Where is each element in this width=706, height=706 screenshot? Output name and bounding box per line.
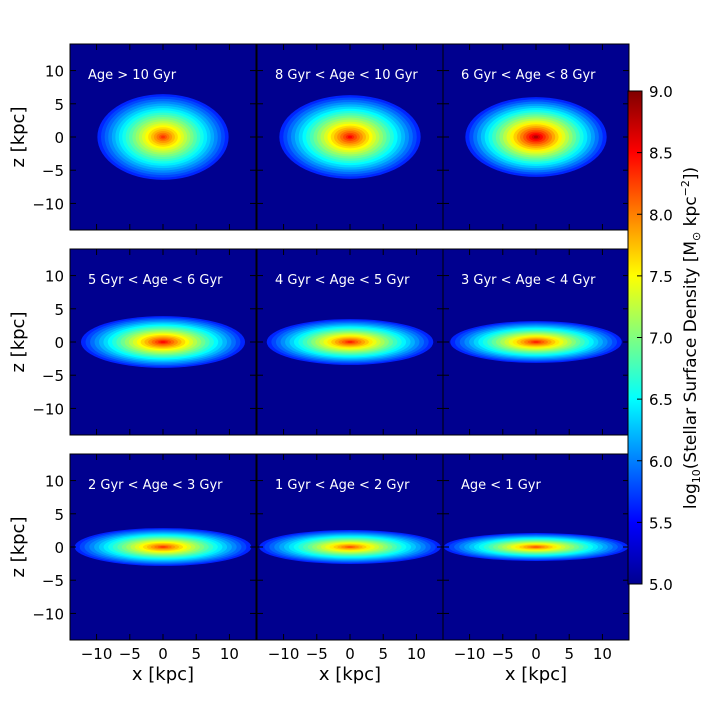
y-tick-label: −10 bbox=[32, 400, 64, 418]
density-map bbox=[259, 530, 441, 564]
colorbar-tick-label: 5.5 bbox=[649, 514, 673, 532]
x-tick-label: −5 bbox=[306, 645, 328, 663]
density-contour bbox=[533, 546, 539, 548]
x-tick-label: 5 bbox=[564, 645, 574, 663]
colorbar: 5.0 5.5 6.0 6.5 7.0 7.5 8.0 8.5 9.0 log10(Stella… bbox=[627, 83, 703, 594]
panel: Age < 1 Gyr bbox=[442, 453, 630, 641]
density-contour bbox=[160, 546, 166, 548]
x-tick-label: −10 bbox=[81, 645, 113, 663]
density-contour bbox=[160, 341, 166, 343]
density-contour bbox=[533, 135, 539, 139]
density-contour bbox=[347, 341, 353, 343]
density-contour bbox=[161, 135, 165, 139]
y-tick-label: −5 bbox=[42, 367, 64, 385]
x-axis-label: x [kpc] bbox=[505, 664, 567, 685]
y-tick-label: 0 bbox=[54, 334, 64, 352]
x-tick-label: −5 bbox=[119, 645, 141, 663]
density-map bbox=[80, 316, 246, 368]
density-map bbox=[97, 94, 229, 180]
x-tick-label: −5 bbox=[492, 645, 514, 663]
axes-labels: −10 −5 0 5 10 z [kpc] −10 −5 0 5 10 z [kpc] −10 −5 0 5 1… bbox=[8, 63, 612, 685]
x-tick-label: 10 bbox=[593, 645, 612, 663]
y-tick-label: −5 bbox=[42, 572, 64, 590]
panel-label: 4 Gyr < Age < 5 Gyr bbox=[275, 273, 410, 288]
density-map bbox=[74, 528, 252, 566]
colorbar-tick-label: 8.5 bbox=[649, 145, 673, 163]
x-tick-label: 0 bbox=[531, 645, 541, 663]
y-tick-label: 5 bbox=[54, 301, 64, 319]
y-tick-label: 10 bbox=[45, 268, 64, 286]
panel-label: 6 Gyr < Age < 8 Gyr bbox=[461, 68, 596, 83]
panel-label: 1 Gyr < Age < 2 Gyr bbox=[275, 478, 410, 493]
colorbar-tick-label: 8.0 bbox=[649, 206, 673, 224]
density-map bbox=[450, 321, 622, 363]
y-axis-label: z [kpc] bbox=[8, 107, 29, 168]
colorbar-tick-label: 7.5 bbox=[649, 268, 673, 286]
colorbar-ticks: 5.0 5.5 6.0 6.5 7.0 7.5 8.0 8.5 9.0 bbox=[637, 83, 673, 594]
density-contour bbox=[347, 546, 353, 548]
density-map bbox=[266, 319, 434, 365]
x-tick-label: −10 bbox=[268, 645, 300, 663]
panel: Age > 10 Gyr bbox=[69, 43, 257, 231]
y-tick-label: 0 bbox=[54, 539, 64, 557]
colorbar-label: log10(Stellar Surface Density [M⊙ kpc−2]… bbox=[679, 167, 703, 509]
x-axis-label: x [kpc] bbox=[132, 664, 194, 685]
panel-label: 8 Gyr < Age < 10 Gyr bbox=[275, 68, 418, 83]
colorbar-tick-label: 6.5 bbox=[649, 391, 673, 409]
x-tick-label: 0 bbox=[158, 645, 168, 663]
density-map bbox=[279, 95, 421, 179]
x-tick-label: 10 bbox=[220, 645, 239, 663]
y-axis-label: z [kpc] bbox=[8, 312, 29, 373]
y-tick-label: 0 bbox=[54, 129, 64, 147]
x-tick-label: 5 bbox=[378, 645, 388, 663]
x-axis-label: x [kpc] bbox=[319, 664, 381, 685]
x-tick-label: 0 bbox=[345, 645, 355, 663]
panel-label: 5 Gyr < Age < 6 Gyr bbox=[88, 273, 223, 288]
y-tick-label: 10 bbox=[45, 63, 64, 81]
y-tick-label: 10 bbox=[45, 473, 64, 491]
y-axis-label: z [kpc] bbox=[8, 517, 29, 578]
x-tick-label: −10 bbox=[454, 645, 486, 663]
density-contour bbox=[347, 135, 353, 139]
panel: 6 Gyr < Age < 8 Gyr bbox=[442, 43, 630, 231]
y-tick-label: −5 bbox=[42, 162, 64, 180]
panel: 4 Gyr < Age < 5 Gyr bbox=[256, 248, 444, 436]
panel: 1 Gyr < Age < 2 Gyr bbox=[256, 453, 444, 641]
colorbar-tick-label: 6.0 bbox=[649, 453, 673, 471]
panel-label: Age > 10 Gyr bbox=[88, 68, 177, 83]
panel: 5 Gyr < Age < 6 Gyr bbox=[69, 248, 257, 436]
colorbar-tick-label: 9.0 bbox=[649, 83, 673, 101]
x-tick-label: 5 bbox=[191, 645, 201, 663]
colorbar-tick-label: 5.0 bbox=[649, 576, 673, 594]
panel: 3 Gyr < Age < 4 Gyr bbox=[442, 248, 630, 436]
density-map bbox=[443, 533, 629, 561]
y-tick-label: −10 bbox=[32, 605, 64, 623]
panel: 2 Gyr < Age < 3 Gyr bbox=[69, 453, 257, 641]
density-map bbox=[465, 97, 607, 177]
x-tick-label: 10 bbox=[407, 645, 426, 663]
panel: 8 Gyr < Age < 10 Gyr bbox=[256, 43, 444, 231]
panel-label: 3 Gyr < Age < 4 Gyr bbox=[461, 273, 596, 288]
panel-grid: Age > 10 Gyr 8 Gyr < Age < 10 Gyr 6 Gyr < … bbox=[69, 43, 630, 641]
density-contour bbox=[533, 341, 539, 343]
panel-label: 2 Gyr < Age < 3 Gyr bbox=[88, 478, 223, 493]
y-tick-label: 5 bbox=[54, 96, 64, 114]
y-tick-label: −10 bbox=[32, 195, 64, 213]
panel-label: Age < 1 Gyr bbox=[461, 478, 541, 493]
y-tick-label: 5 bbox=[54, 506, 64, 524]
colorbar-tick-label: 7.0 bbox=[649, 330, 673, 348]
